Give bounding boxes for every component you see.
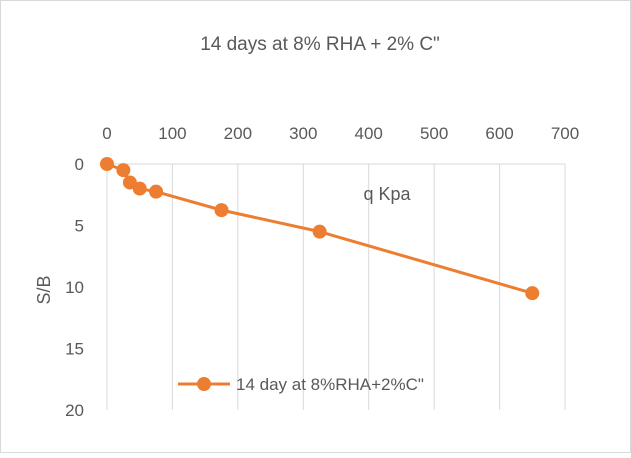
legend-marker [197, 377, 211, 391]
x-tick-label-700: 700 [551, 124, 579, 143]
y-tick-label-10: 10 [65, 278, 84, 297]
data-point [149, 184, 164, 199]
y-tick-label-20: 20 [65, 401, 84, 420]
x-tick-label-0: 0 [102, 124, 111, 143]
chart-title: 14 days at 8% RHA + 2% C" [200, 34, 440, 55]
y-tick-label-0: 0 [75, 155, 84, 174]
y-axis-title: S/B [34, 275, 54, 304]
y-tick-label-15: 15 [65, 340, 84, 359]
legend: 14 day at 8%RHA+2%C" [178, 375, 424, 394]
axes: 0 100 200 300 400 500 600 700 0 5 10 15 20 [65, 124, 579, 420]
y-tick-label-5: 5 [75, 217, 84, 236]
series-layer [100, 157, 540, 301]
x-axis-title: q Kpa [363, 184, 411, 204]
x-tick-label-200: 200 [224, 124, 252, 143]
x-tick-label-300: 300 [289, 124, 317, 143]
data-point [100, 157, 114, 171]
data-point [214, 203, 229, 218]
x-tick-label-500: 500 [420, 124, 448, 143]
data-point [525, 286, 540, 301]
x-tick-label-100: 100 [158, 124, 186, 143]
legend-label: 14 day at 8%RHA+2%C" [236, 375, 424, 394]
data-point [116, 163, 131, 178]
data-point [312, 224, 327, 239]
x-tick-label-600: 600 [485, 124, 513, 143]
data-point [132, 181, 147, 196]
x-tick-label-400: 400 [355, 124, 383, 143]
gridlines [171, 164, 566, 410]
